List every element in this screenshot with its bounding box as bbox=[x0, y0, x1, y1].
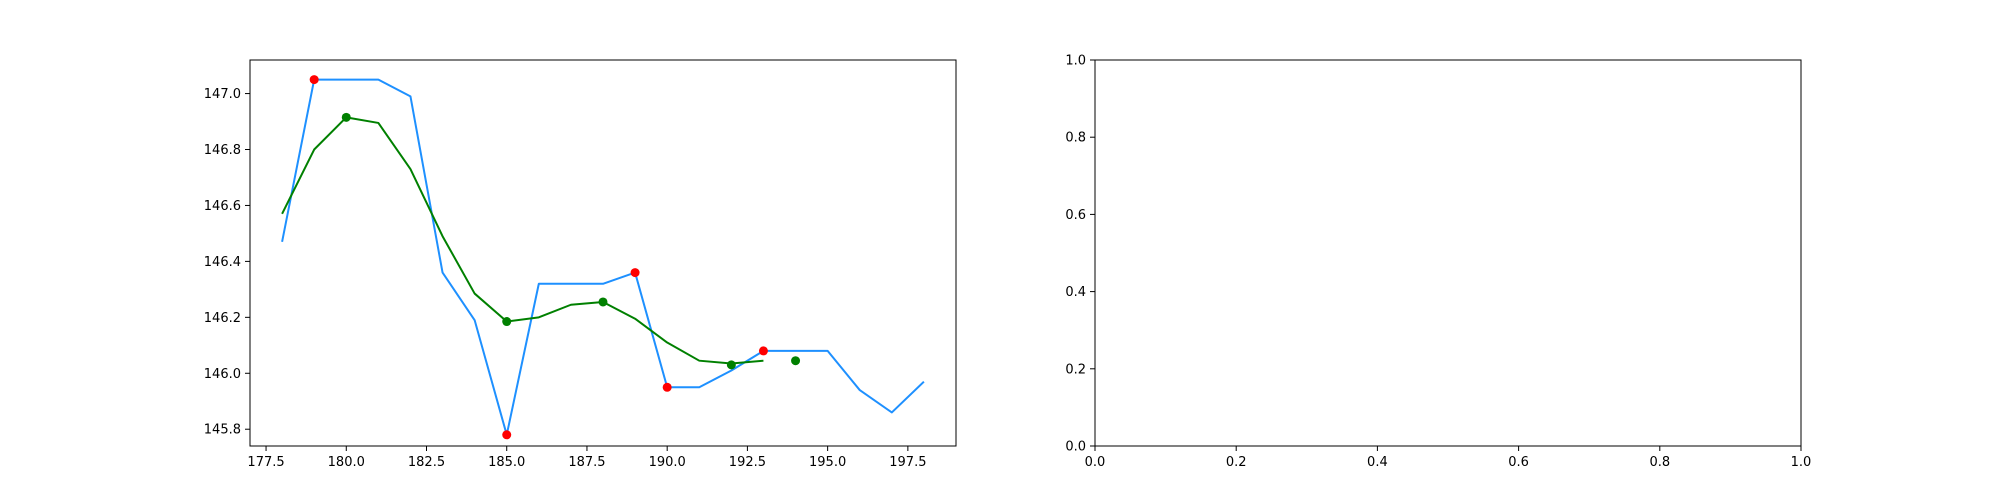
y-tick-label: 146.6 bbox=[204, 199, 241, 214]
x-tick-label: 0.0 bbox=[1085, 455, 1106, 470]
scatter-point-1-3 bbox=[726, 360, 736, 370]
series-line-0 bbox=[281, 78, 925, 436]
x-tick-label: 187.5 bbox=[568, 455, 605, 470]
x-tick-label: 182.5 bbox=[408, 455, 445, 470]
y-tick-label: 1.0 bbox=[1065, 54, 1086, 69]
scatter-point-1-0 bbox=[341, 112, 351, 122]
y-tick-label: 0.4 bbox=[1065, 285, 1086, 300]
x-tick-label: 0.4 bbox=[1367, 455, 1388, 470]
right-empty-axes: 0.0 0.2 0.4 0.6 0.8 1.0 0.0 0.2 0.4 0.6 0.8 1.0 bbox=[1065, 54, 1811, 471]
y-tick-label: 0.6 bbox=[1065, 208, 1086, 223]
scatter-point-0-3 bbox=[662, 382, 672, 392]
x-tick-label: 1.0 bbox=[1791, 455, 1812, 470]
axes-frame bbox=[1094, 59, 1802, 447]
x-tick-label: 180.0 bbox=[328, 455, 365, 470]
scatter-point-1-2 bbox=[598, 297, 608, 307]
y-tick-label: 146.2 bbox=[204, 311, 241, 326]
y-tick-label: 146.8 bbox=[204, 143, 241, 158]
x-tick-label: 190.0 bbox=[649, 455, 686, 470]
y-tick-label: 147.0 bbox=[204, 87, 241, 102]
x-tick-label: 0.6 bbox=[1508, 455, 1529, 470]
x-tick-label: 192.5 bbox=[729, 455, 766, 470]
y-tick-label: 146.4 bbox=[204, 255, 241, 270]
scatter-point-1-1 bbox=[502, 317, 512, 327]
left-chart-axes: 177.5 180.0 182.5 185.0 187.5 190.0 192.5 195.0… bbox=[204, 59, 957, 470]
y-tick-label: 145.8 bbox=[204, 423, 241, 438]
y-tick-label: 0.0 bbox=[1065, 440, 1086, 455]
y-tick-label: 146.0 bbox=[204, 367, 241, 382]
scatter-point-0-4 bbox=[758, 346, 768, 356]
scatter-point-1-4 bbox=[791, 356, 801, 366]
series-line-1 bbox=[281, 116, 764, 365]
axes-frame bbox=[249, 59, 957, 447]
scatter-point-0-1 bbox=[502, 430, 512, 440]
x-tick-label: 195.0 bbox=[809, 455, 846, 470]
y-tick-label: 0.2 bbox=[1065, 362, 1086, 377]
scatter-point-0-0 bbox=[309, 75, 319, 85]
y-tick-label: 0.8 bbox=[1065, 131, 1086, 146]
x-tick-label: 197.5 bbox=[889, 455, 926, 470]
scatter-point-0-2 bbox=[630, 268, 640, 278]
x-tick-label: 0.8 bbox=[1649, 455, 1670, 470]
x-tick-label: 0.2 bbox=[1226, 455, 1247, 470]
x-tick-label: 177.5 bbox=[247, 455, 284, 470]
x-tick-label: 185.0 bbox=[488, 455, 525, 470]
